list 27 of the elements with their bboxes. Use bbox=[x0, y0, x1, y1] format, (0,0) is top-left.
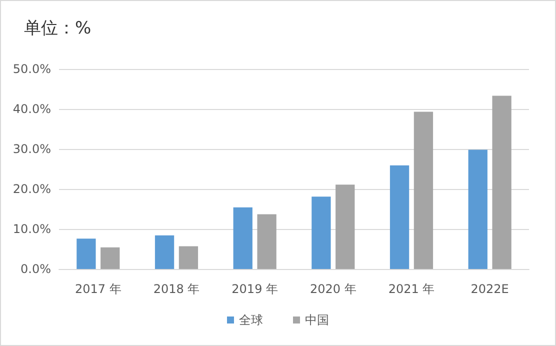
y-tick-label: 40.0% bbox=[12, 102, 51, 116]
legend-label: 全球 bbox=[239, 313, 263, 327]
chart-title: 单位：% bbox=[24, 18, 92, 38]
x-tick-label: 2020 年 bbox=[310, 282, 356, 296]
bar bbox=[257, 214, 276, 269]
bar bbox=[154, 235, 174, 269]
legend-label: 中国 bbox=[305, 313, 329, 327]
bar bbox=[233, 207, 252, 269]
bar bbox=[100, 247, 120, 269]
y-tick-label: 10.0% bbox=[12, 222, 51, 236]
y-tick-label: 20.0% bbox=[12, 182, 51, 196]
x-tick-label: 2017 年 bbox=[74, 282, 122, 296]
x-tick-label: 2018 年 bbox=[153, 282, 200, 296]
y-tick-label: 0.0% bbox=[20, 262, 51, 276]
bar bbox=[414, 112, 434, 269]
bar bbox=[336, 184, 355, 269]
x-tick-label: 2021 年 bbox=[388, 282, 435, 296]
x-tick-label: 2022E bbox=[470, 282, 509, 296]
x-tick-label: 2019 年 bbox=[232, 282, 278, 296]
bar bbox=[312, 196, 331, 269]
bar bbox=[178, 246, 198, 269]
y-tick-label: 30.0% bbox=[12, 142, 51, 156]
bar bbox=[492, 96, 512, 269]
bar bbox=[390, 165, 410, 269]
bar bbox=[468, 150, 488, 269]
bar bbox=[76, 238, 96, 269]
y-tick-label: 50.0% bbox=[12, 62, 51, 76]
